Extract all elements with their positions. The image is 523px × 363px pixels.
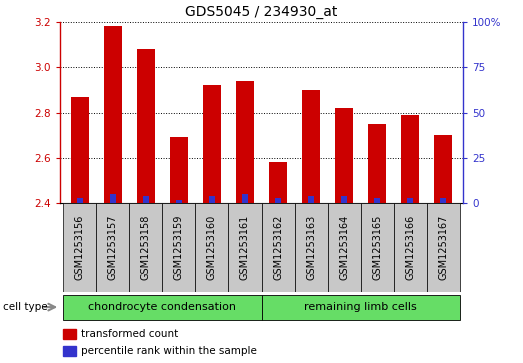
Text: GSM1253165: GSM1253165 bbox=[372, 215, 382, 281]
Bar bbox=[104, 26, 122, 203]
Bar bbox=[302, 90, 320, 203]
Bar bbox=[170, 138, 188, 203]
Bar bbox=[96, 203, 130, 292]
Bar bbox=[163, 203, 196, 292]
Bar bbox=[203, 85, 221, 203]
Bar bbox=[63, 295, 262, 320]
Bar bbox=[440, 198, 446, 203]
Bar bbox=[229, 203, 262, 292]
Bar bbox=[110, 194, 116, 203]
Bar bbox=[143, 196, 149, 203]
Text: remaining limb cells: remaining limb cells bbox=[304, 302, 417, 312]
Bar bbox=[262, 203, 294, 292]
Bar bbox=[368, 124, 386, 203]
Bar bbox=[360, 203, 393, 292]
Text: GSM1253158: GSM1253158 bbox=[141, 215, 151, 281]
Text: GSM1253157: GSM1253157 bbox=[108, 215, 118, 281]
Bar bbox=[341, 196, 347, 203]
Bar bbox=[63, 329, 76, 339]
Bar bbox=[275, 198, 281, 203]
Bar bbox=[137, 49, 155, 203]
Text: GSM1253166: GSM1253166 bbox=[405, 215, 415, 280]
Text: GSM1253167: GSM1253167 bbox=[438, 215, 448, 281]
Bar bbox=[427, 203, 460, 292]
Text: GSM1253160: GSM1253160 bbox=[207, 215, 217, 280]
Bar bbox=[327, 203, 360, 292]
Bar bbox=[236, 81, 254, 203]
Bar bbox=[63, 203, 96, 292]
Bar bbox=[63, 346, 76, 356]
Bar bbox=[130, 203, 163, 292]
Text: GSM1253156: GSM1253156 bbox=[75, 215, 85, 281]
Bar bbox=[77, 198, 83, 203]
Bar bbox=[262, 295, 460, 320]
Title: GDS5045 / 234930_at: GDS5045 / 234930_at bbox=[185, 5, 338, 19]
Text: transformed count: transformed count bbox=[81, 329, 178, 339]
Bar bbox=[242, 194, 248, 203]
Bar bbox=[374, 198, 380, 203]
Text: GSM1253163: GSM1253163 bbox=[306, 215, 316, 280]
Text: GSM1253162: GSM1253162 bbox=[273, 215, 283, 281]
Bar bbox=[176, 200, 182, 203]
Bar bbox=[196, 203, 229, 292]
Bar bbox=[335, 108, 353, 203]
Text: GSM1253164: GSM1253164 bbox=[339, 215, 349, 280]
Bar bbox=[407, 198, 413, 203]
Text: GSM1253159: GSM1253159 bbox=[174, 215, 184, 281]
Bar bbox=[71, 97, 89, 203]
Text: chondrocyte condensation: chondrocyte condensation bbox=[88, 302, 236, 312]
Bar bbox=[269, 162, 287, 203]
Text: cell type: cell type bbox=[3, 302, 47, 312]
Bar bbox=[434, 135, 452, 203]
Bar bbox=[209, 196, 215, 203]
Bar bbox=[308, 196, 314, 203]
Text: percentile rank within the sample: percentile rank within the sample bbox=[81, 346, 257, 356]
Bar bbox=[393, 203, 427, 292]
Bar bbox=[401, 115, 419, 203]
Text: GSM1253161: GSM1253161 bbox=[240, 215, 250, 280]
Bar bbox=[294, 203, 327, 292]
